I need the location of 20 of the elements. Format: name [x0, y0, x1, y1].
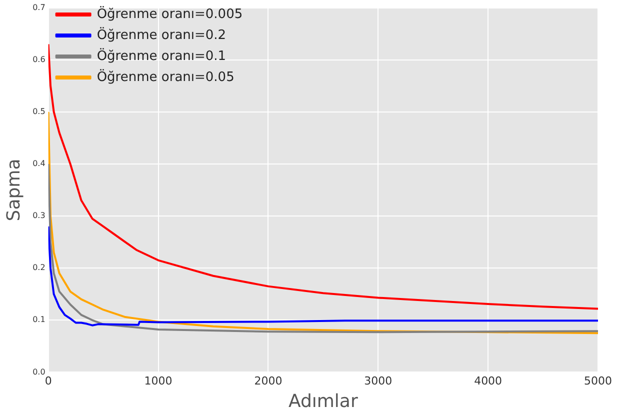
y-tick-label: 0.4 [32, 159, 46, 168]
x-tick-label: 2000 [254, 374, 282, 388]
x-tick-label: 4000 [474, 374, 502, 388]
y-axis-title: Sapma [3, 158, 24, 222]
y-tick-label: 0.5 [32, 106, 46, 116]
x-tick-label: 1000 [144, 374, 172, 388]
legend-label: Öğrenme oranı=0.005 [96, 6, 243, 22]
legend-label: Öğrenme oranı=0.2 [96, 26, 226, 43]
y-tick-label: 0.0 [32, 367, 46, 376]
legend-label: Öğrenme oranı=0.05 [96, 68, 234, 85]
y-tick-label: 0.3 [32, 211, 46, 220]
legend-label: Öğrenme oranı=0.1 [96, 48, 226, 64]
y-tick-label: 0.2 [32, 263, 46, 272]
x-tick-label: 0 [44, 374, 52, 388]
x-axis-title: Adımlar [288, 390, 358, 412]
x-tick-label: 5000 [584, 374, 612, 388]
y-tick-label: 0.7 [32, 2, 46, 12]
y-tick-label: 0.6 [32, 54, 46, 64]
x-tick-label: 3000 [364, 374, 392, 388]
y-tick-label: 0.1 [32, 315, 46, 324]
